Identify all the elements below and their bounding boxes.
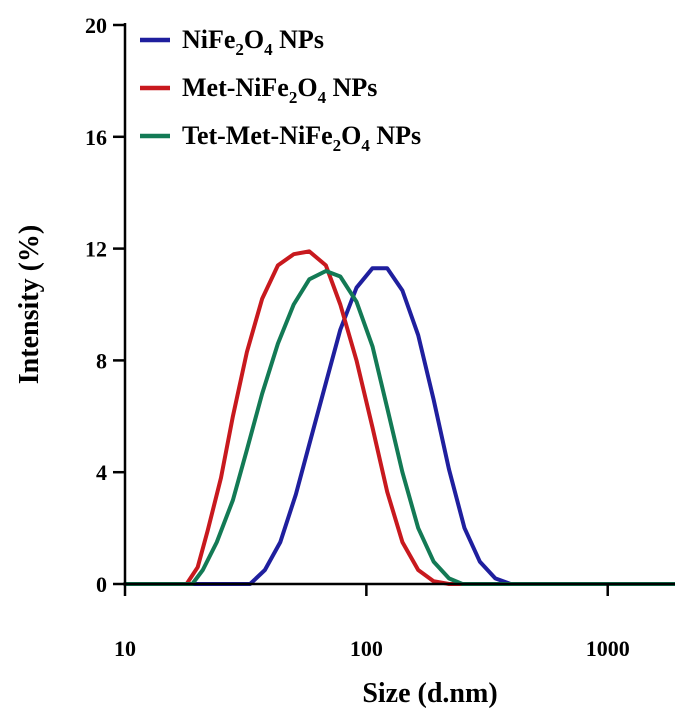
- y-tick-label: 8: [96, 348, 107, 373]
- x-axis-title: Size (d.nm): [362, 678, 497, 708]
- y-tick-label: 16: [85, 125, 107, 150]
- legend-label: NiFe2O4 NPs: [182, 25, 324, 59]
- y-tick-label: 12: [85, 237, 107, 262]
- plot-area: [123, 249, 675, 586]
- y-tick-label: 4: [96, 460, 107, 485]
- y-tick-label: 0: [96, 572, 107, 597]
- y-axis-ticks: 0 4 8 12 16 20: [85, 13, 125, 597]
- series-line: [123, 249, 675, 586]
- series-lines: [123, 249, 675, 586]
- x-tick-label: 10: [114, 636, 136, 661]
- x-axis-ticks: 10 100 1000: [114, 584, 630, 661]
- legend: NiFe2O4 NPs Met-NiFe2O4 NPs Tet-Met-NiFe2O…: [140, 25, 421, 155]
- y-axis-title: Intensity (%): [14, 225, 45, 384]
- series-line: [123, 266, 675, 586]
- series-line: [123, 269, 675, 586]
- x-tick-label: 100: [350, 636, 383, 661]
- legend-label: Tet-Met-NiFe2O4 NPs: [182, 121, 421, 155]
- y-tick-label: 20: [85, 13, 107, 38]
- legend-label: Met-NiFe2O4 NPs: [182, 73, 377, 107]
- x-tick-label: 1000: [586, 636, 630, 661]
